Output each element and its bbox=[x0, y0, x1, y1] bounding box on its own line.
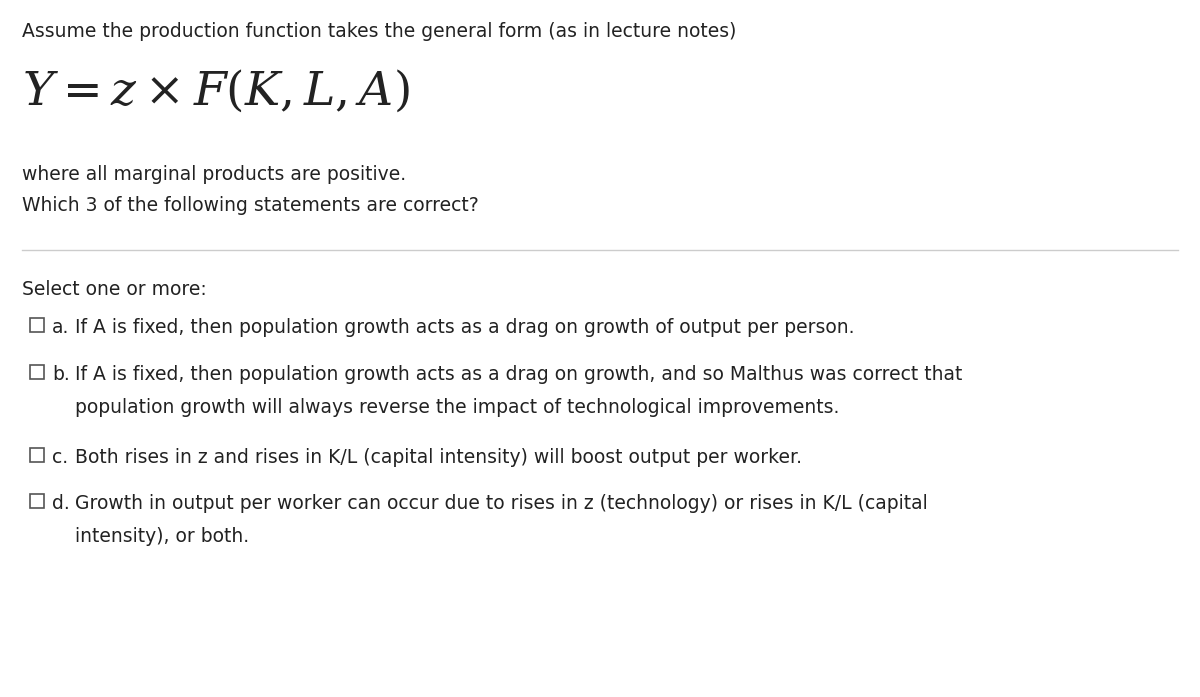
Text: If A is fixed, then population growth acts as a drag on growth of output per per: If A is fixed, then population growth ac… bbox=[74, 318, 854, 337]
Text: intensity), or both.: intensity), or both. bbox=[74, 527, 250, 546]
Text: If A is fixed, then population growth acts as a drag on growth, and so Malthus w: If A is fixed, then population growth ac… bbox=[74, 365, 962, 384]
Text: d.: d. bbox=[52, 494, 70, 513]
Text: $Y = z \times F(K, L, A)$: $Y = z \times F(K, L, A)$ bbox=[22, 68, 409, 114]
Text: b.: b. bbox=[52, 365, 70, 384]
Text: c.: c. bbox=[52, 448, 68, 467]
Text: Select one or more:: Select one or more: bbox=[22, 280, 206, 299]
Text: where all marginal products are positive.: where all marginal products are positive… bbox=[22, 165, 406, 184]
Text: Which 3 of the following statements are correct?: Which 3 of the following statements are … bbox=[22, 196, 479, 215]
Text: population growth will always reverse the impact of technological improvements.: population growth will always reverse th… bbox=[74, 398, 839, 417]
Text: Assume the production function takes the general form (as in lecture notes): Assume the production function takes the… bbox=[22, 22, 737, 41]
Text: Both rises in z and rises in K/L (capital intensity) will boost output per worke: Both rises in z and rises in K/L (capita… bbox=[74, 448, 802, 467]
Text: a.: a. bbox=[52, 318, 70, 337]
Text: Growth in output per worker can occur due to rises in z (technology) or rises in: Growth in output per worker can occur du… bbox=[74, 494, 928, 513]
